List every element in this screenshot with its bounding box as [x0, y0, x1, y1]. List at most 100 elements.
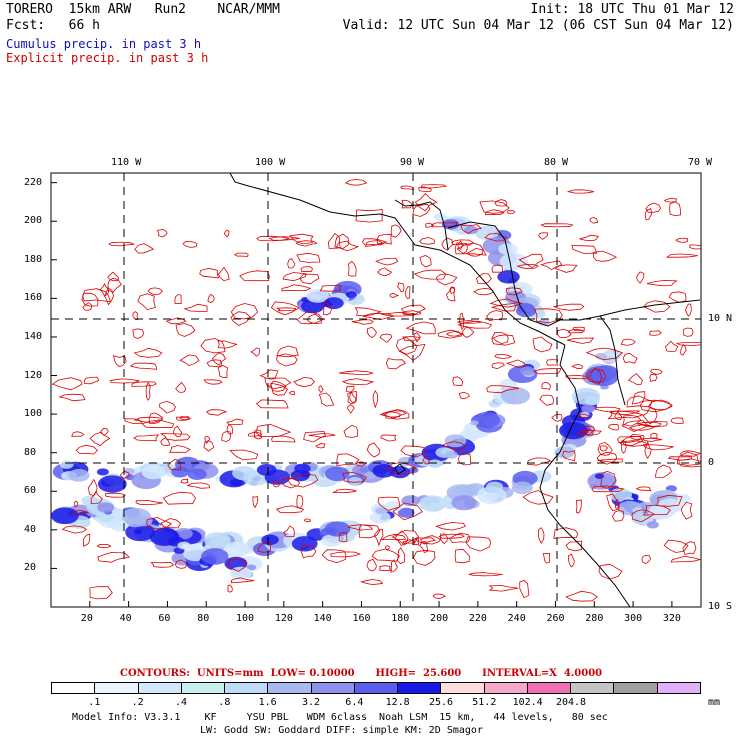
coastline-south-america: [539, 344, 631, 607]
explicit-contour: [491, 362, 506, 370]
precip-cell: [201, 548, 229, 565]
explicit-contour: [445, 286, 456, 302]
explicit-contour: [270, 301, 301, 316]
explicit-contour: [175, 323, 196, 337]
explicit-contour: [354, 307, 382, 317]
explicit-contour: [295, 240, 318, 247]
colorbar-swatch: [657, 683, 700, 693]
explicit-contour: [639, 399, 674, 413]
precip-cell: [646, 521, 659, 529]
y-tick-label: 100: [24, 408, 43, 420]
explicit-contour: [591, 485, 625, 493]
x-tick-label: 20: [80, 613, 93, 624]
precip-cell: [499, 253, 529, 271]
explicit-contour: [308, 433, 336, 438]
explicit-contour: [134, 243, 155, 254]
explicit-contour: [338, 532, 348, 543]
explicit-contour: [272, 479, 280, 488]
explicit-contour: [180, 478, 189, 484]
precip-cell: [141, 464, 166, 480]
y-tick-label: 40: [24, 523, 37, 535]
explicit-contour: [113, 355, 127, 368]
explicit-contour: [680, 450, 701, 457]
precip-cell: [68, 469, 90, 482]
precip-cell: [51, 507, 79, 525]
explicit-contour: [670, 555, 701, 563]
explicit-contour: [299, 273, 320, 285]
y-tick-label: 140: [24, 330, 43, 342]
precip-cell: [291, 536, 318, 552]
precip-cell: [352, 464, 371, 476]
explicit-contour: [622, 352, 638, 364]
explicit-contour: [174, 294, 182, 305]
explicit-contour: [599, 470, 617, 489]
explicit-contour: [169, 445, 191, 453]
colorbar-swatch: [268, 683, 312, 693]
precip-cell: [123, 467, 135, 475]
precip-cell: [554, 446, 575, 459]
explicit-contour: [542, 553, 551, 564]
explicit-contour: [404, 286, 411, 300]
colorbar-swatch: [138, 683, 182, 693]
explicit-contour: [129, 362, 158, 370]
explicit-contour: [459, 312, 465, 331]
explicit-contour: [565, 590, 598, 602]
precip-cell: [385, 501, 403, 512]
explicit-contour: [132, 328, 145, 340]
explicit-contour: [373, 528, 384, 547]
explicit-contour: [345, 385, 355, 393]
explicit-contour: [437, 329, 462, 339]
physics-info: LW: Godd SW: Goddard DIFF: simple KM: 2D…: [200, 725, 483, 736]
explicit-contour: [419, 535, 442, 545]
explicit-contour: [641, 554, 652, 565]
explicit-contour: [541, 381, 551, 390]
precip-cell: [397, 507, 415, 518]
explicit-contour: [321, 549, 347, 564]
explicit-contour: [454, 242, 468, 255]
colorbar-swatch: [527, 683, 572, 693]
colorbar: [51, 682, 701, 694]
explicit-contour: [418, 237, 436, 245]
explicit-contour: [654, 464, 672, 478]
contour-info: CONTOURS: UNITS=mm LOW= 0.10000 HIGH= 25…: [120, 668, 603, 679]
precip-cell: [497, 270, 520, 284]
explicit-contour: [287, 258, 296, 269]
x-tick-label: 280: [585, 613, 604, 624]
explicit-contour: [491, 331, 509, 345]
precip-cell: [389, 465, 411, 479]
explicit-contour: [87, 478, 98, 497]
explicit-contour: [441, 237, 454, 251]
explicit-contour: [89, 432, 111, 447]
explicit-contour: [204, 435, 211, 444]
y-tick-label: 200: [24, 215, 43, 227]
explicit-contour: [615, 498, 620, 509]
explicit-contour: [663, 197, 677, 203]
y-tick-label: 80: [24, 446, 37, 458]
explicit-contour: [296, 495, 304, 510]
colorbar-label: 6.4: [345, 697, 364, 708]
precip-cell: [59, 460, 74, 469]
explicit-contour: [551, 413, 563, 422]
explicit-contour: [390, 559, 398, 573]
precip-cell: [419, 495, 447, 512]
explicit-contour: [449, 286, 456, 295]
precip-cell: [581, 404, 596, 413]
explicit-contour: [385, 409, 410, 420]
explicit-contour: [435, 522, 466, 531]
explicit-contour: [186, 482, 210, 489]
explicit-contour: [494, 353, 512, 359]
explicit-contour: [365, 240, 384, 247]
explicit-contour: [107, 277, 122, 293]
explicit-contour: [682, 541, 697, 556]
explicit-contour: [484, 209, 505, 216]
explicit-contour: [621, 420, 649, 432]
explicit-contour: [330, 551, 362, 558]
explicit-contour: [576, 429, 602, 436]
precip-cell: [223, 541, 250, 558]
explicit-contour: [296, 310, 324, 325]
explicit-contour: [645, 202, 662, 213]
explicit-contour: [217, 340, 238, 349]
explicit-contour: [575, 499, 582, 514]
explicit-contour: [606, 493, 620, 512]
coastline: [229, 173, 701, 607]
